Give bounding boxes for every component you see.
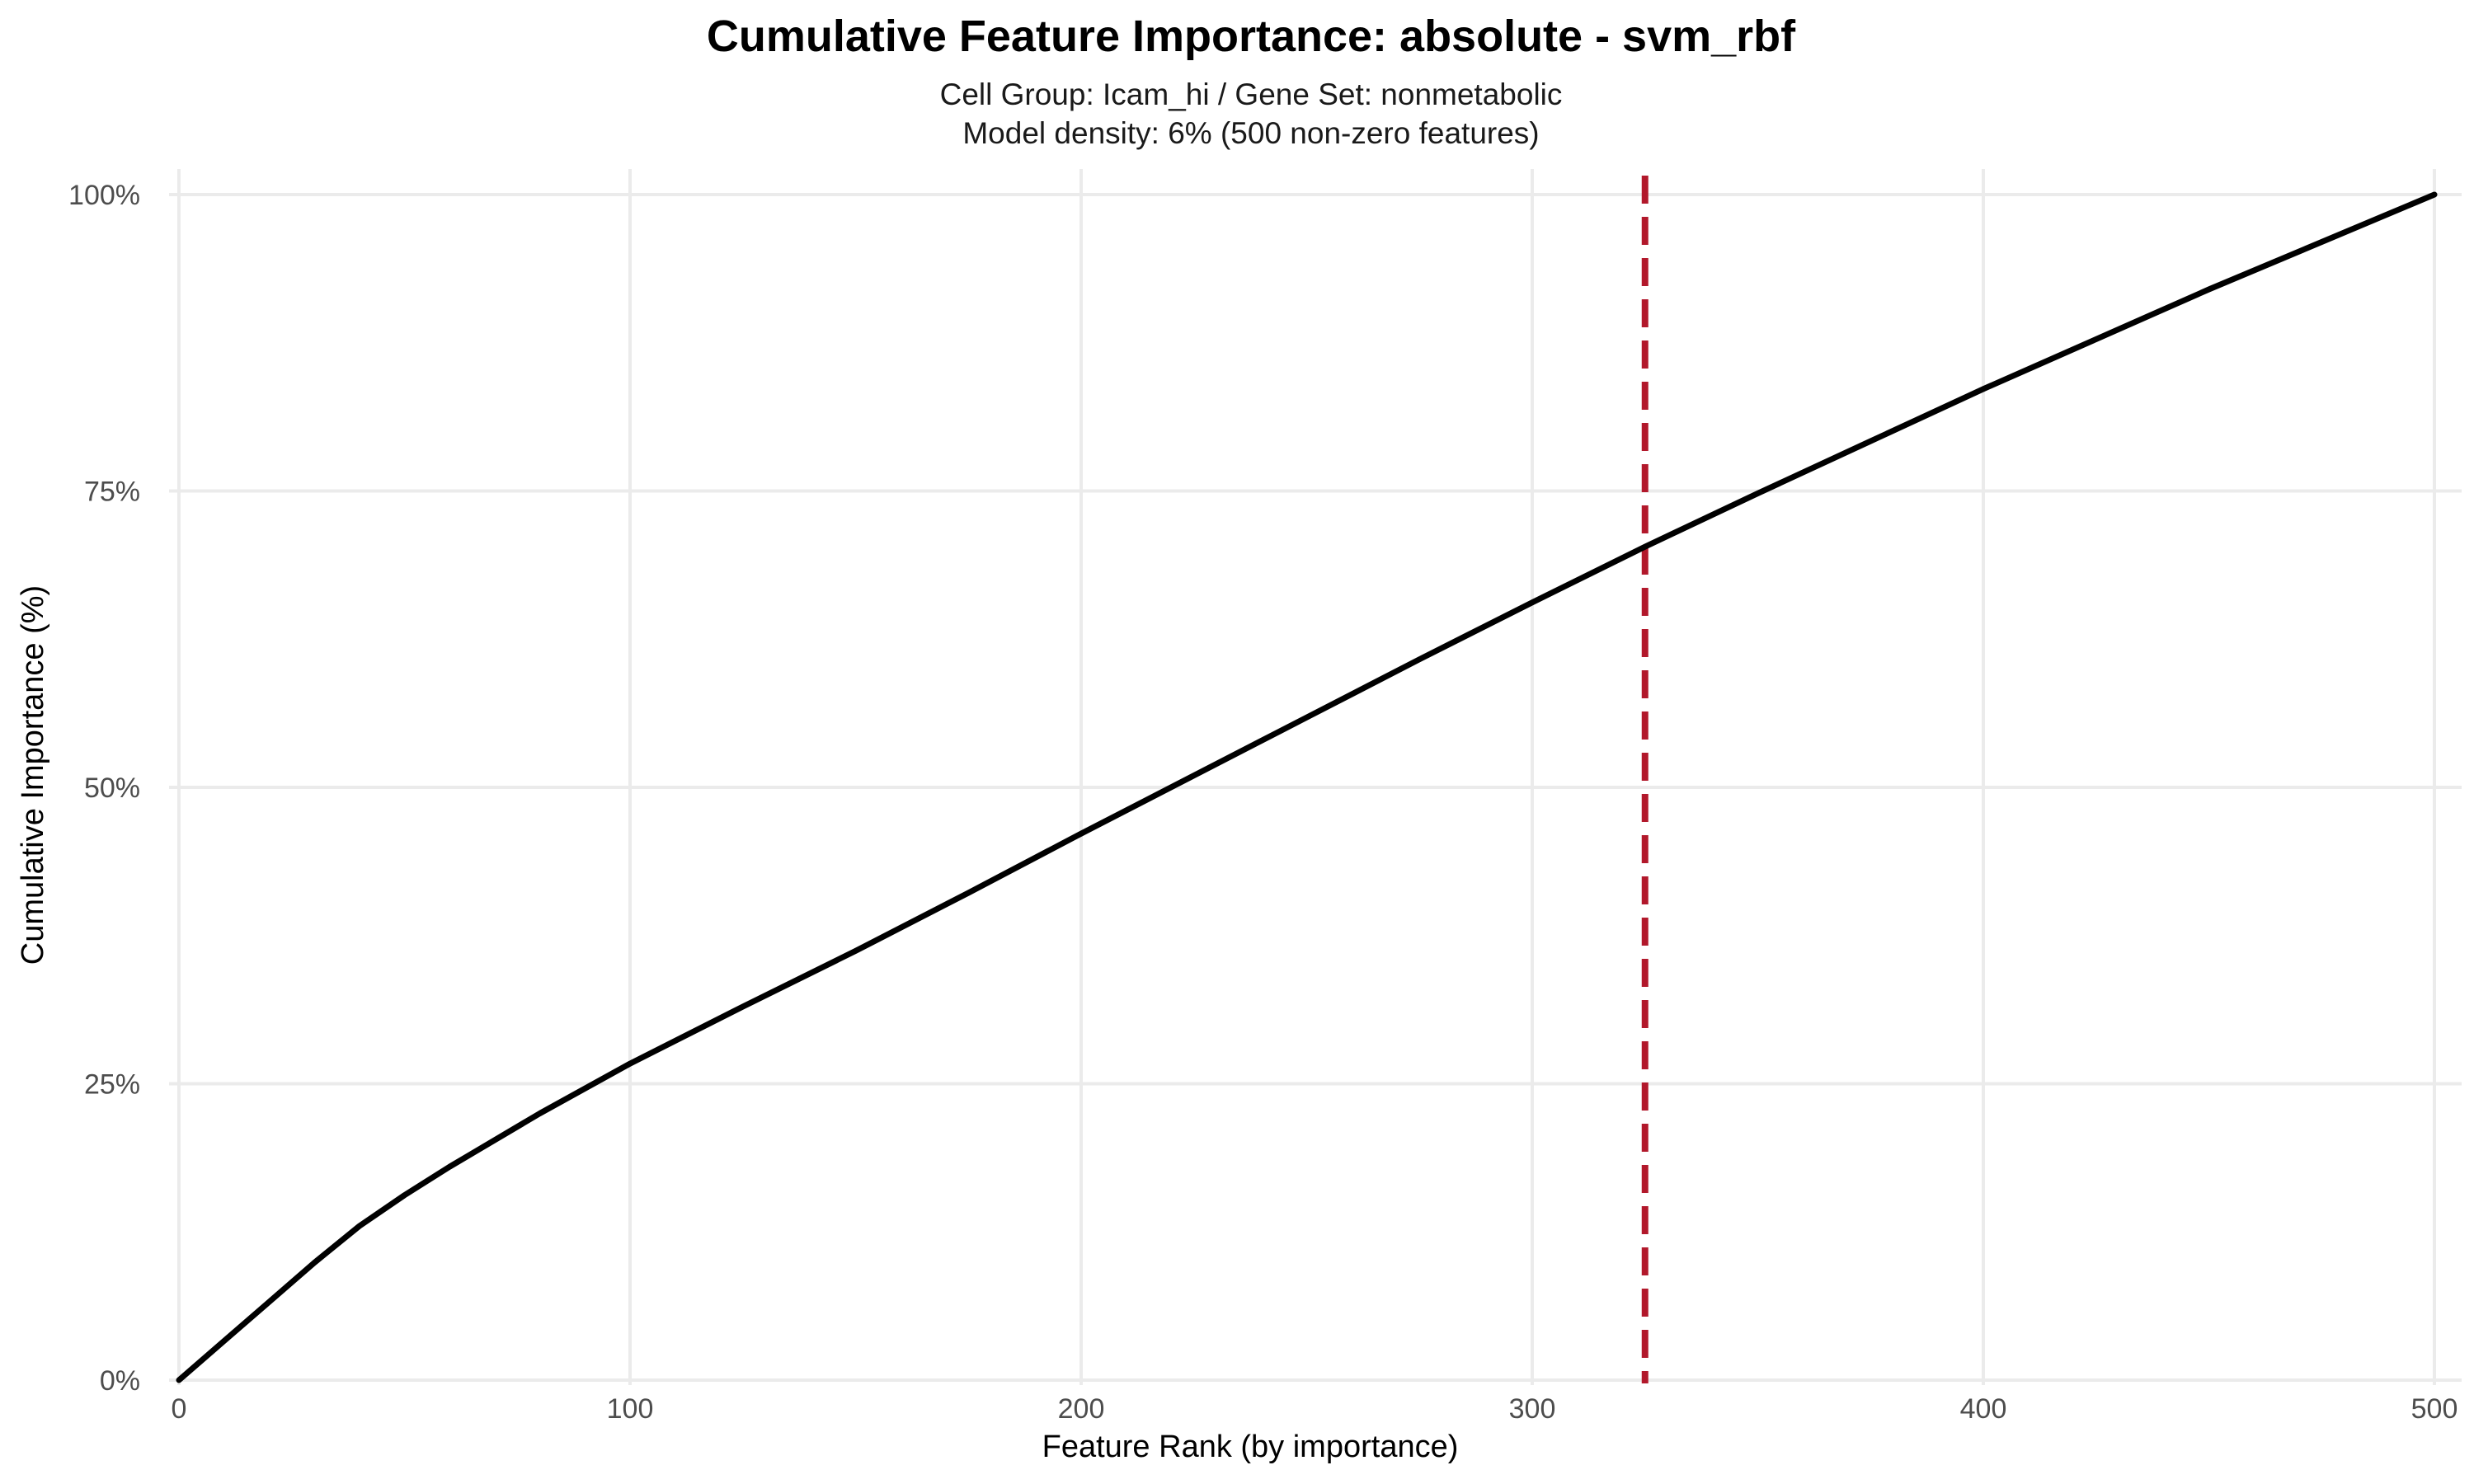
y-axis-label: Cumulative Importance (%) <box>16 585 50 965</box>
chart-subtitle-line-2: Model density: 6% (500 non-zero features… <box>962 116 1539 150</box>
x-tick-label-400: 400 <box>1960 1393 2007 1425</box>
x-tick-label-100: 100 <box>607 1393 654 1425</box>
y-tick-label-100: 100% <box>68 180 140 211</box>
y-tick-label-25: 25% <box>84 1069 140 1101</box>
x-tick-label-200: 200 <box>1058 1393 1105 1425</box>
tick-labels: 0 100 200 300 400 500 0% 25% 50% 75% 100% <box>68 180 2458 1425</box>
y-tick-label-50: 50% <box>84 773 140 804</box>
x-axis-label: Feature Rank (by importance) <box>1042 1430 1459 1464</box>
series-group <box>176 191 2438 1383</box>
cumulative-importance-line <box>176 191 2438 1383</box>
y-tick-label-0: 0% <box>100 1365 140 1397</box>
grid-lines <box>169 169 2462 1385</box>
x-tick-label-0: 0 <box>172 1393 187 1425</box>
x-tick-label-500: 500 <box>2411 1393 2458 1425</box>
y-tick-label-75: 75% <box>84 477 140 508</box>
chart-subtitle-line-1: Cell Group: Icam_hi / Gene Set: nonmetab… <box>940 77 1563 111</box>
chart-title: Cumulative Feature Importance: absolute … <box>707 12 1796 61</box>
x-tick-label-300: 300 <box>1509 1393 1556 1425</box>
